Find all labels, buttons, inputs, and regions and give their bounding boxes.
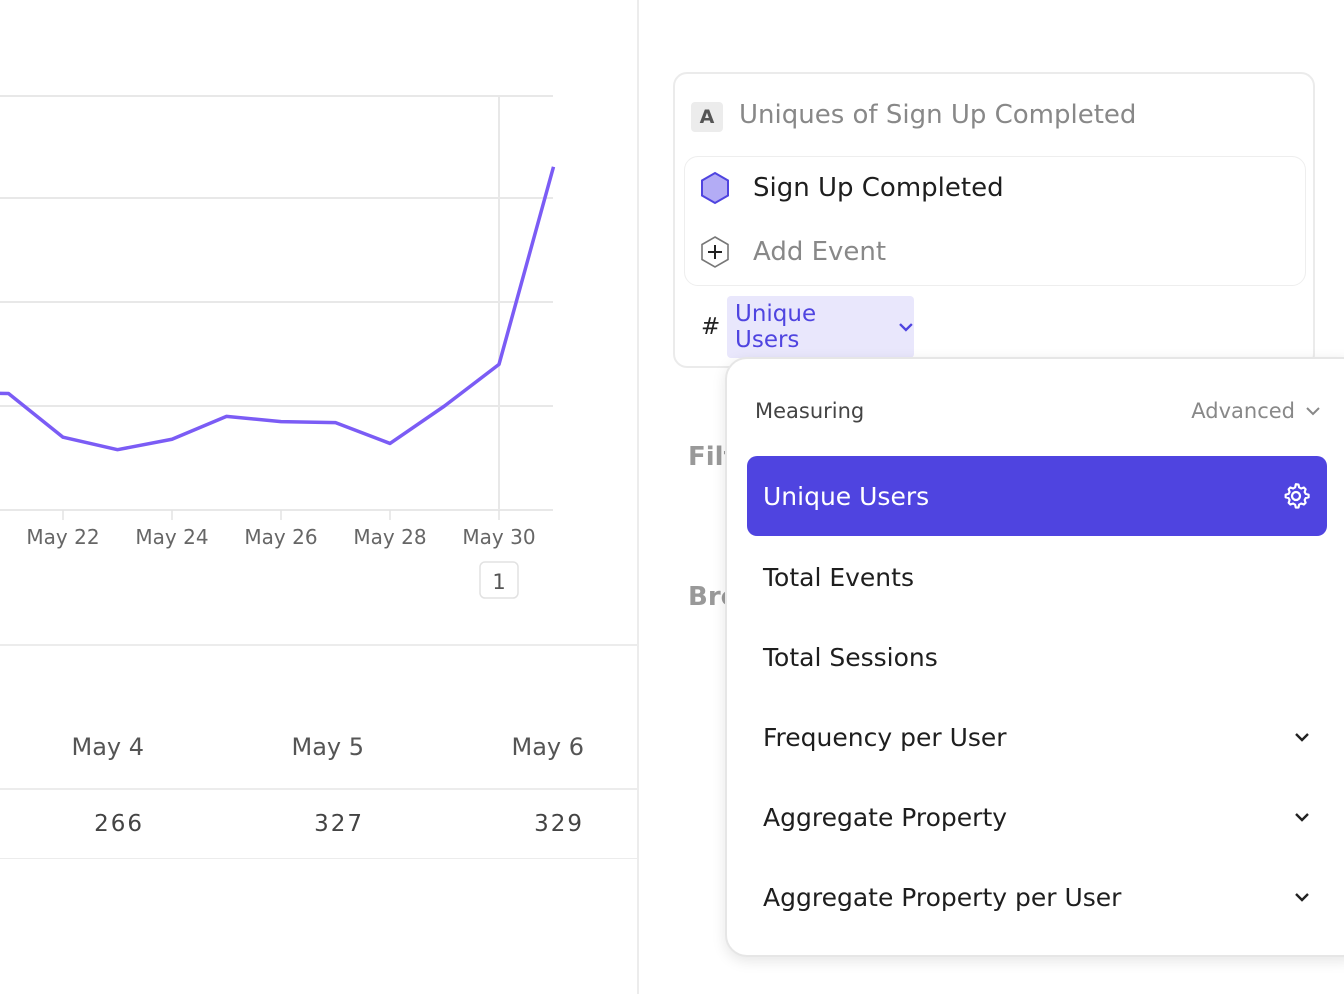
column-header: May 4 [71,733,144,761]
add-event-label: Add Event [753,237,887,267]
column-header: May 5 [291,733,364,761]
annotation-label: 1 [492,570,505,594]
event-list: Sign Up Completed Add Event [684,156,1306,286]
event-name: Sign Up Completed [753,173,1004,203]
measuring-label: Measuring [755,399,865,423]
divider [0,858,639,859]
advanced-toggle[interactable]: Advanced [1191,399,1321,423]
divider [0,644,639,646]
column-header: May 6 [511,733,584,761]
option-label: Total Sessions [763,642,938,672]
measure-option[interactable]: Unique Users [747,456,1327,536]
table-cell: 266 [94,811,144,837]
annotation-marker[interactable] [479,561,519,599]
measure-dropdown[interactable]: Unique Users [727,296,914,358]
measure-label: Unique Users [735,301,817,353]
series-line[interactable] [0,166,556,452]
measure-option[interactable]: Aggregate Property per User [747,857,1327,937]
measure-option[interactable]: Total Events [747,537,1327,617]
hash-icon: # [701,314,721,340]
hexagon-event-icon [701,171,729,205]
x-tick-label: May 30 [462,525,535,549]
x-tick-label: May 24 [135,525,208,549]
x-tick-label: May 26 [244,525,317,549]
chevron-down-icon[interactable] [1293,891,1311,903]
event-item[interactable]: Sign Up Completed [699,171,1004,205]
chevron-down-icon [1306,407,1320,416]
chevron-down-icon [899,323,913,332]
option-label: Aggregate Property [763,802,1008,832]
table-cell: 329 [534,811,584,837]
chevron-down-icon[interactable] [1293,731,1311,743]
add-icon [701,236,729,268]
gear-icon[interactable] [1281,481,1311,511]
line-chart: May 22 May 24 May 26 May 28 May 30 1 [0,95,556,599]
chevron-down-icon[interactable] [1293,811,1311,823]
option-label: Aggregate Property per User [763,882,1122,912]
measure-option[interactable]: Frequency per User [747,697,1327,777]
option-label: Total Events [763,562,914,592]
x-tick-label: May 22 [26,525,99,549]
metric-badge: A [691,102,723,132]
measure-option[interactable]: Aggregate Property [747,777,1327,857]
metric-panel: A Uniques of Sign Up Completed Sign Up C… [673,72,1315,368]
option-label: Frequency per User [763,722,1007,752]
x-tick-label: May 28 [353,525,426,549]
add-event-button[interactable]: Add Event [699,235,886,269]
measuring-dropdown-menu: Measuring Advanced Unique Users Total Eve… [725,357,1344,957]
advanced-label: Advanced [1191,399,1295,423]
metric-title[interactable]: Uniques of Sign Up Completed [739,100,1137,130]
option-label: Unique Users [763,481,930,511]
measure-option[interactable]: Total Sessions [747,617,1327,697]
divider [0,788,639,790]
chart-area: May 22 May 24 May 26 May 28 May 30 1 May 4 Ma… [0,0,639,994]
table-cell: 327 [314,811,364,837]
